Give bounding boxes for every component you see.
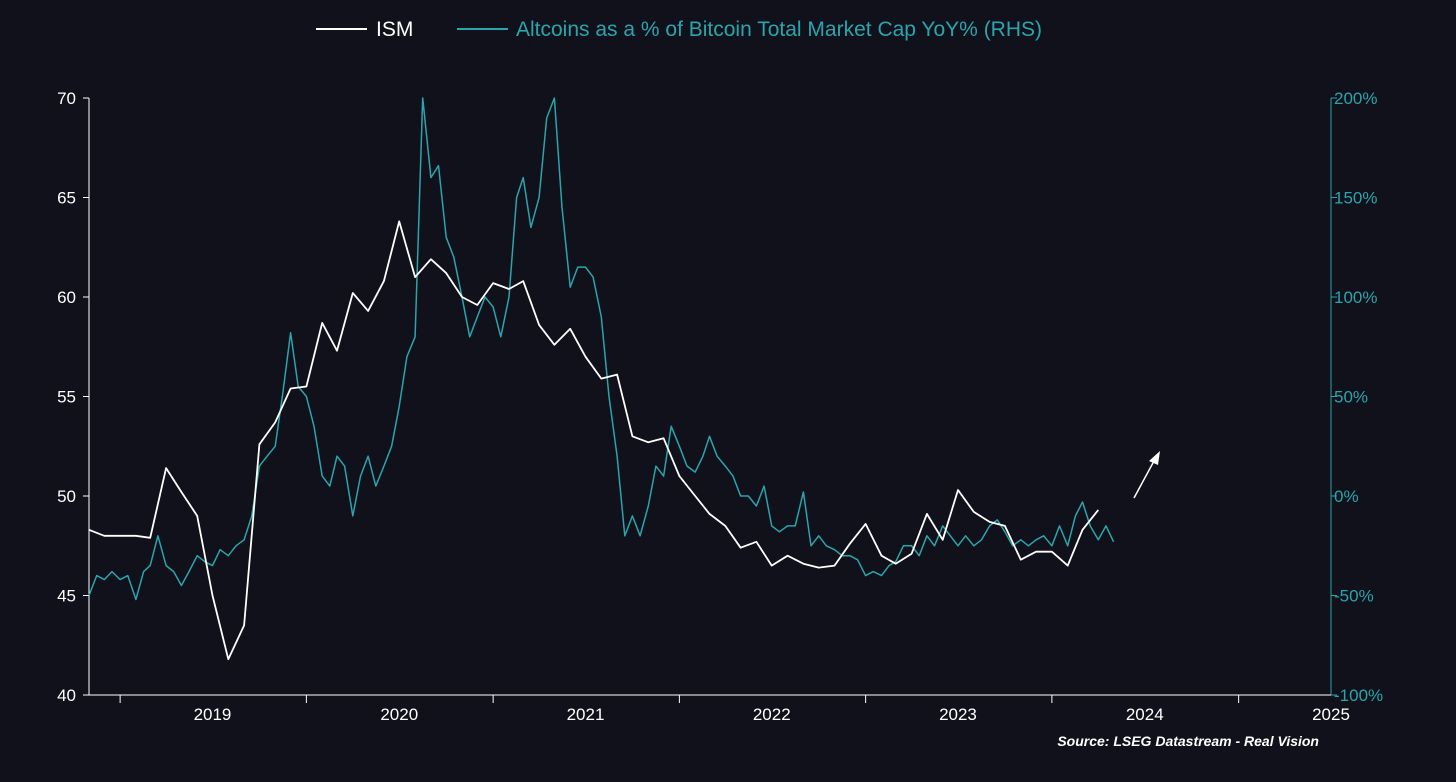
y-left-tick-label: 40 — [57, 686, 76, 705]
axes: 40 45 50 55 60 65 70 -100% -50% 0% 50% 100% 150% 200%… — [57, 89, 1383, 724]
annotation-arrow — [1133, 451, 1160, 499]
y-left-tick-label: 65 — [57, 189, 76, 208]
y-right-tick-label: 200% — [1334, 89, 1377, 108]
legend-label-ism: ISM — [376, 18, 413, 41]
x-tick-label: 2019 — [194, 705, 232, 724]
x-tick-label: 2022 — [753, 705, 791, 724]
y-right-tick-label: -50% — [1334, 587, 1374, 606]
y-right-tick-label: 100% — [1334, 288, 1377, 307]
y-right-tick-label: 0% — [1334, 487, 1359, 506]
legend-label-altcoins: Altcoins as a % of Bitcoin Total Market … — [516, 18, 1042, 41]
series-group — [88, 97, 1115, 661]
y-right-tick-label: 150% — [1334, 189, 1377, 208]
x-tick-label: 2023 — [939, 705, 977, 724]
y-left-tick-label: 55 — [57, 388, 76, 407]
y-left-tick-label: 70 — [57, 89, 76, 108]
series-line-ism — [88, 220, 1100, 661]
y-right-tick-label: -100% — [1334, 686, 1383, 705]
x-tick-label: 2020 — [380, 705, 418, 724]
x-tick-label: 2021 — [567, 705, 605, 724]
y-left-tick-label: 45 — [57, 587, 76, 606]
source-note: Source: LSEG Datastream - Real Vision — [1057, 733, 1319, 749]
y-left-tick-label: 60 — [57, 288, 76, 307]
x-tick-label: 2025 — [1312, 705, 1350, 724]
x-tick-label: 2024 — [1126, 705, 1164, 724]
y-left-tick-label: 50 — [57, 487, 76, 506]
series-line-altcoins — [88, 97, 1115, 601]
legend: ISM Altcoins as a % of Bitcoin Total Mar… — [316, 18, 1042, 41]
y-right-tick-label: 50% — [1334, 388, 1368, 407]
